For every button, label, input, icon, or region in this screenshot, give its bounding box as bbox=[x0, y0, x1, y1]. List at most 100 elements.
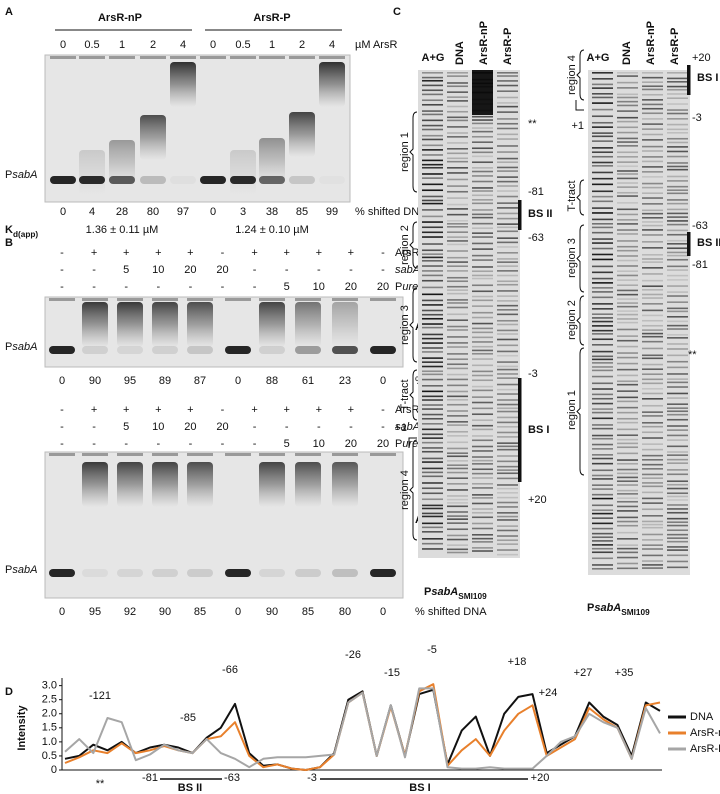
gel-band bbox=[472, 180, 493, 183]
gel-band bbox=[642, 523, 663, 526]
gel-band bbox=[422, 457, 443, 460]
gel-band bbox=[667, 324, 688, 327]
gel-band bbox=[667, 381, 688, 384]
kd-value: 1.24 ± 0.10 µM bbox=[235, 224, 309, 236]
gel-band bbox=[422, 177, 443, 179]
gel-band bbox=[447, 72, 468, 74]
gel-annotation: -3 bbox=[528, 368, 538, 380]
gel-band bbox=[642, 357, 663, 360]
gel-well bbox=[259, 56, 285, 59]
gel-band bbox=[497, 202, 518, 204]
gel-band bbox=[617, 318, 638, 320]
gel-band bbox=[422, 304, 443, 306]
lane-header: A+G bbox=[587, 52, 610, 64]
gel-band bbox=[447, 403, 468, 406]
gel-band bbox=[497, 442, 518, 444]
gel-smear bbox=[109, 140, 135, 185]
gel-band bbox=[497, 176, 518, 178]
condition-cell: 20 bbox=[184, 421, 196, 433]
gel-annotation: region 2 bbox=[566, 300, 578, 340]
condition-cell: 20 bbox=[345, 281, 357, 293]
gel-band bbox=[667, 554, 688, 557]
gel-band bbox=[497, 383, 518, 386]
gel-well bbox=[82, 453, 108, 456]
gel-band bbox=[642, 254, 663, 256]
gel-band bbox=[422, 548, 443, 550]
gel-band bbox=[642, 303, 663, 305]
shifted-label: % shifted DNA bbox=[415, 606, 487, 618]
gel-band bbox=[642, 88, 663, 91]
gel-band bbox=[667, 223, 688, 226]
gel-band bbox=[497, 338, 518, 341]
gel-band bbox=[592, 355, 613, 358]
gel-band bbox=[642, 335, 663, 338]
gel-band bbox=[617, 505, 638, 508]
gel-band bbox=[497, 274, 518, 277]
gel-band bbox=[642, 285, 663, 288]
gel-band bbox=[642, 443, 663, 445]
gel-band bbox=[472, 202, 493, 205]
gel-band bbox=[617, 480, 638, 483]
region-bracket bbox=[576, 295, 585, 346]
gel-band bbox=[295, 569, 321, 577]
gel-band bbox=[472, 516, 493, 519]
gel-band bbox=[642, 378, 663, 381]
annotation: -85 bbox=[180, 712, 196, 724]
gel-band bbox=[447, 395, 468, 398]
gel-band bbox=[592, 564, 613, 566]
label-part: SMI109 bbox=[621, 608, 650, 617]
gel-band bbox=[472, 167, 493, 169]
gel-well bbox=[225, 453, 251, 456]
gel-band bbox=[447, 256, 468, 259]
gel-band bbox=[472, 396, 493, 398]
gel-band bbox=[472, 341, 493, 343]
label-part: P bbox=[5, 169, 12, 181]
gel-band bbox=[617, 93, 638, 96]
gel-band bbox=[447, 240, 468, 242]
gel-band bbox=[642, 431, 663, 434]
shifted-value: 95 bbox=[124, 375, 136, 387]
gel-band bbox=[447, 495, 468, 497]
gel-band bbox=[422, 138, 443, 141]
gel-band bbox=[617, 368, 638, 371]
gel-band bbox=[472, 175, 493, 177]
gel-band bbox=[592, 522, 613, 525]
shifted-value: 90 bbox=[266, 606, 278, 618]
condition-cell: 10 bbox=[152, 421, 164, 433]
gel-smear bbox=[295, 302, 321, 347]
gel-band bbox=[422, 226, 443, 229]
gel-band bbox=[117, 346, 143, 354]
gel-smear bbox=[152, 302, 178, 347]
gel-band bbox=[422, 450, 443, 453]
gel-band bbox=[472, 534, 493, 536]
shifted-value: 95 bbox=[89, 606, 101, 618]
gel-band bbox=[497, 549, 518, 551]
gel-band bbox=[667, 291, 688, 293]
panel-letter: B bbox=[5, 237, 13, 249]
gel-smear bbox=[117, 462, 143, 507]
gel-band bbox=[472, 419, 493, 422]
gel-annotation: region 4 bbox=[566, 55, 578, 95]
gel-band bbox=[422, 163, 443, 166]
gel-band bbox=[667, 162, 688, 164]
gel-band bbox=[422, 399, 443, 401]
label-part: sabA bbox=[12, 564, 37, 576]
condition-cell: - bbox=[381, 404, 385, 416]
gel-band bbox=[642, 186, 663, 189]
gel-band bbox=[617, 567, 638, 570]
promoter-label: PsabA bbox=[5, 169, 37, 181]
gel-band bbox=[497, 515, 518, 518]
gel-well bbox=[170, 56, 196, 59]
gel-band bbox=[422, 404, 443, 406]
gel-band bbox=[422, 93, 443, 96]
gel-band bbox=[447, 185, 468, 187]
gel-band bbox=[642, 247, 663, 249]
gel-band bbox=[617, 434, 638, 437]
gel-band bbox=[497, 96, 518, 99]
gel-band bbox=[497, 416, 518, 419]
gel-band bbox=[642, 139, 663, 141]
gel-well bbox=[79, 56, 105, 59]
gel-band bbox=[447, 292, 468, 295]
gel-band bbox=[592, 78, 613, 80]
label-part: sabA bbox=[431, 586, 458, 598]
